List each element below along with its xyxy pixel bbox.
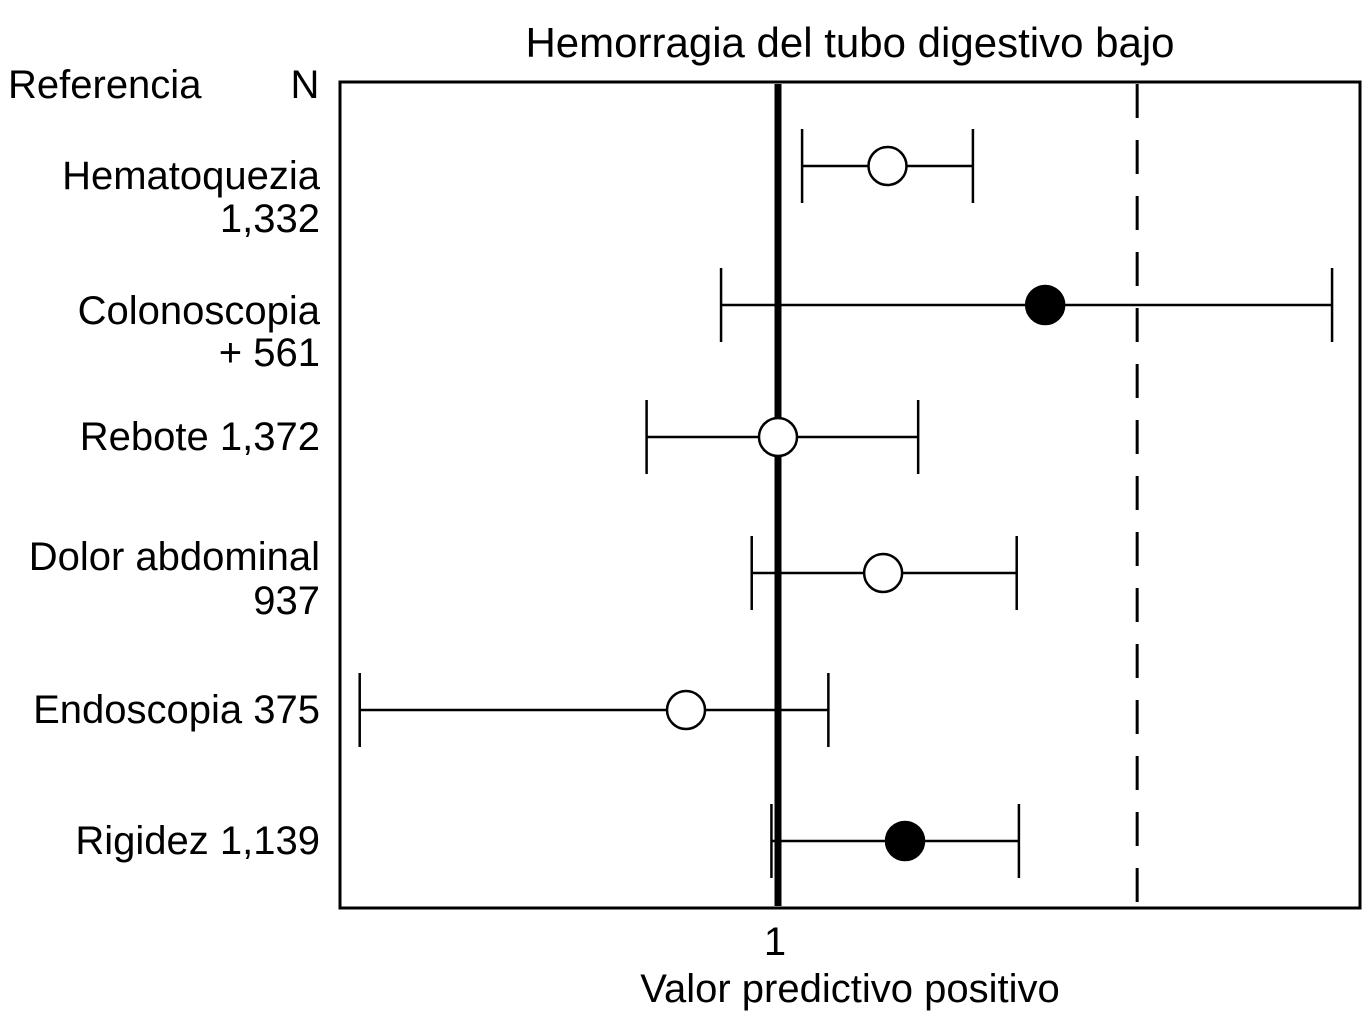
point-estimate-open	[665, 689, 707, 731]
point-estimate-filled	[884, 820, 926, 862]
forest-row	[358, 673, 830, 747]
row-label: Hematoquezia	[62, 154, 321, 198]
x-axis-label: Valor predictivo positivo	[640, 967, 1059, 1011]
row-label: 937	[253, 579, 320, 623]
row-label: Rebote 1,372	[80, 415, 320, 459]
chart-title: Hemorragia del tubo digestivo bajo	[525, 19, 1174, 66]
point-estimate-open	[757, 416, 799, 458]
point-estimate-open	[862, 552, 904, 594]
point-estimate-open	[867, 145, 908, 187]
row-label: + 561	[219, 331, 320, 375]
forest-row	[800, 129, 975, 203]
row-label: Rigidez 1,139	[75, 819, 320, 863]
plot-frame	[338, 80, 1362, 910]
forest-row	[770, 804, 1021, 878]
row-label: Colonoscopia	[78, 289, 321, 333]
row-label: Endoscopia 375	[33, 688, 320, 732]
row-label: 1,332	[220, 197, 320, 241]
row-label: Dolor abdominal	[29, 535, 320, 579]
forest-row	[645, 400, 920, 474]
point-estimate-filled	[1024, 284, 1066, 326]
header-reference: Referencia	[8, 63, 202, 107]
header-n: N	[291, 63, 320, 107]
x-tick-label: 1	[764, 920, 786, 964]
forest-row	[719, 268, 1334, 342]
forest-row	[750, 536, 1018, 610]
